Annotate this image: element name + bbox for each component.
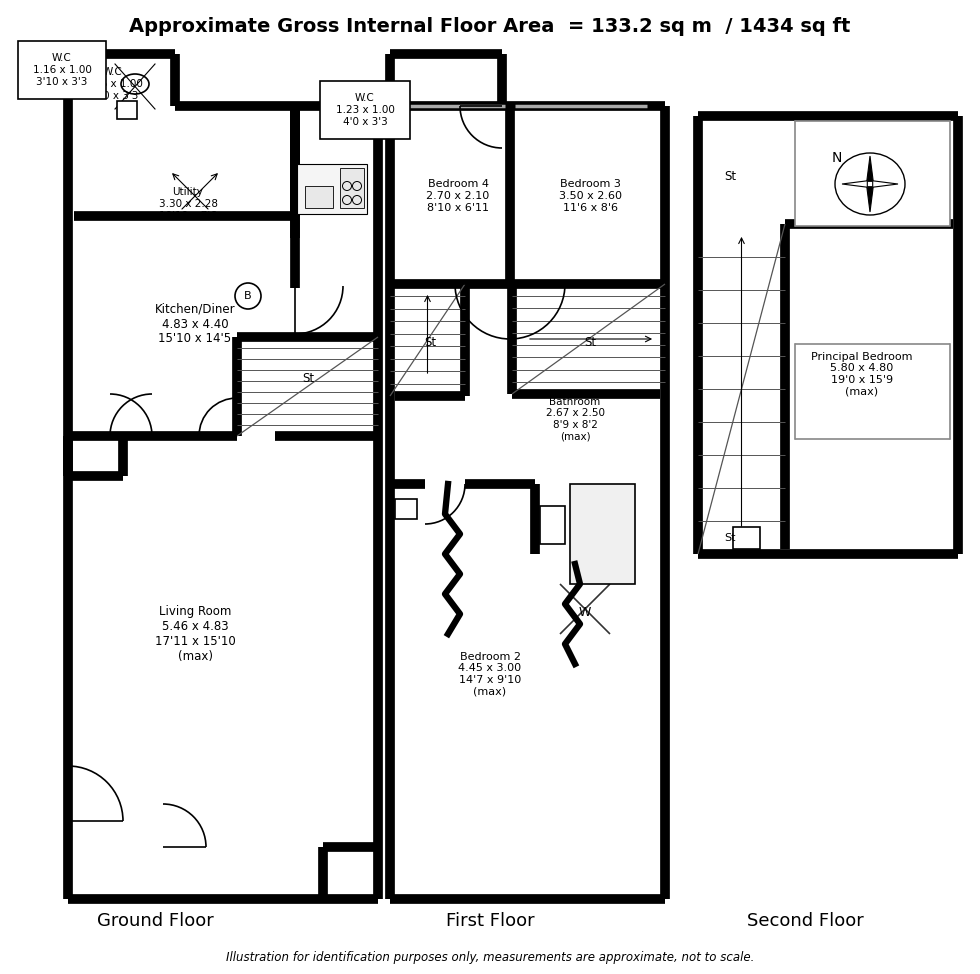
Ellipse shape — [121, 74, 149, 94]
Text: St: St — [724, 533, 736, 543]
Text: Illustration for identification purposes only, measurements are approximate, not: Illustration for identification purposes… — [225, 951, 755, 963]
Text: W.C
1.16 x 1.00
3'10 x 3'3: W.C 1.16 x 1.00 3'10 x 3'3 — [83, 67, 142, 100]
Text: Utility
3.30 x 2.28
10'10 x 7'6: Utility 3.30 x 2.28 10'10 x 7'6 — [159, 187, 218, 220]
Text: Bedroom 4
2.70 x 2.10
8'10 x 6'11: Bedroom 4 2.70 x 2.10 8'10 x 6'11 — [426, 179, 490, 212]
Text: Bedroom 3
3.50 x 2.60
11'6 x 8'6: Bedroom 3 3.50 x 2.60 11'6 x 8'6 — [559, 179, 621, 212]
Polygon shape — [873, 181, 898, 187]
Text: Living Room
5.46 x 4.83
17'11 x 15'10
(max): Living Room 5.46 x 4.83 17'11 x 15'10 (m… — [155, 605, 235, 663]
Polygon shape — [842, 181, 867, 187]
Bar — [340, 168, 364, 208]
Text: Bedroom 2
4.45 x 3.00
14'7 x 9'10
(max): Bedroom 2 4.45 x 3.00 14'7 x 9'10 (max) — [459, 652, 521, 696]
Text: W: W — [579, 606, 591, 618]
Bar — [320, 81, 410, 139]
Polygon shape — [866, 156, 873, 181]
Bar — [305, 186, 333, 208]
Bar — [795, 344, 950, 439]
Bar — [395, 499, 417, 519]
Bar — [795, 121, 950, 226]
Text: Approximate Gross Internal Floor Area  = 133.2 sq m  / 1434 sq ft: Approximate Gross Internal Floor Area = … — [129, 17, 851, 35]
Bar — [117, 101, 137, 119]
Text: Kitchen/Diner
4.83 x 4.40
15'10 x 14'5: Kitchen/Diner 4.83 x 4.40 15'10 x 14'5 — [155, 303, 235, 346]
Text: N: N — [832, 151, 842, 165]
Text: Principal Bedroom
5.80 x 4.80
19'0 x 15'9
(max): Principal Bedroom 5.80 x 4.80 19'0 x 15'… — [811, 352, 912, 396]
Bar — [570, 484, 635, 584]
Bar — [297, 164, 367, 214]
Text: Ground Floor: Ground Floor — [97, 912, 214, 930]
Ellipse shape — [581, 508, 623, 580]
Text: St: St — [724, 170, 736, 183]
Bar — [733, 527, 760, 549]
Text: St: St — [584, 335, 596, 349]
Bar — [540, 506, 565, 544]
Polygon shape — [866, 187, 873, 212]
Text: Bathroom
2.67 x 2.50
8'9 x 8'2
(max): Bathroom 2.67 x 2.50 8'9 x 8'2 (max) — [546, 396, 605, 441]
Text: W.C
1.16 x 1.00
3'10 x 3'3: W.C 1.16 x 1.00 3'10 x 3'3 — [32, 54, 91, 87]
Text: Second Floor: Second Floor — [747, 912, 863, 930]
Text: W.C
1.23 x 1.00
4'0 x 3'3: W.C 1.23 x 1.00 4'0 x 3'3 — [335, 94, 394, 127]
Text: B: B — [244, 291, 252, 301]
Text: First Floor: First Floor — [446, 912, 534, 930]
Bar — [18, 41, 106, 99]
Text: St: St — [302, 372, 314, 386]
Ellipse shape — [544, 517, 560, 541]
Text: St: St — [424, 335, 436, 349]
